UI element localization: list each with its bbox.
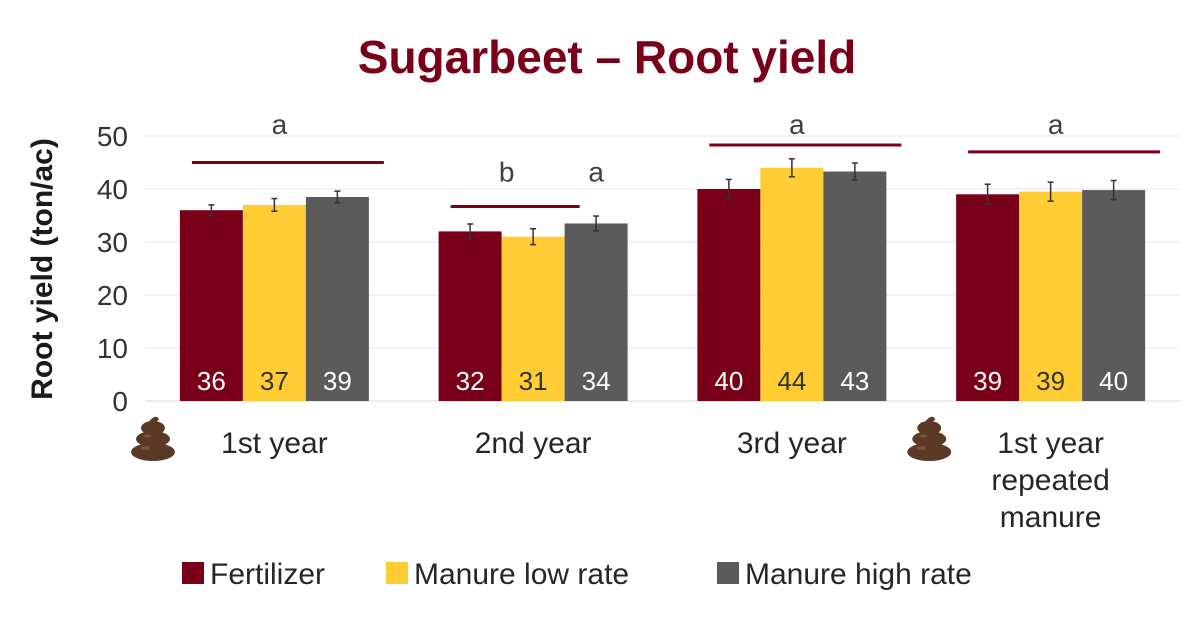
category-label: 1st year <box>221 427 328 460</box>
bar <box>501 236 565 401</box>
category-label: 2nd year <box>475 427 592 460</box>
chart-title: Sugarbeet – Root yield <box>358 31 856 83</box>
data-label: 32 <box>456 366 485 396</box>
legend-label: Manure low rate <box>414 558 629 591</box>
y-tick-label: 0 <box>112 386 128 417</box>
data-label: 36 <box>197 366 226 396</box>
bar <box>564 223 628 401</box>
y-tick-label: 30 <box>97 227 128 258</box>
bar <box>1019 191 1083 401</box>
data-label: 39 <box>1036 366 1065 396</box>
category-label: manure <box>1000 501 1102 534</box>
category-label: 3rd year <box>737 427 847 460</box>
legend-swatch <box>182 562 204 584</box>
significance-letter: a <box>588 157 604 188</box>
significance-letter: a <box>789 109 805 140</box>
significance-letter: b <box>499 157 515 188</box>
data-label: 37 <box>260 366 289 396</box>
y-tick-label: 50 <box>97 121 128 152</box>
data-label: 39 <box>973 366 1002 396</box>
data-label: 39 <box>323 366 352 396</box>
bar <box>956 194 1020 401</box>
data-label: 40 <box>1099 366 1128 396</box>
y-tick-label: 40 <box>97 174 128 205</box>
bar <box>179 210 243 401</box>
bar <box>1082 190 1146 401</box>
bar <box>305 196 369 401</box>
legend-label: Fertilizer <box>210 558 325 591</box>
y-tick-label: 20 <box>97 280 128 311</box>
significance-letter: a <box>1048 109 1064 140</box>
bar <box>760 167 824 401</box>
manure-pile-icon <box>907 416 952 461</box>
legend-swatch <box>386 562 408 584</box>
manure-pile-icon <box>131 416 175 461</box>
category-label: repeated <box>991 464 1109 497</box>
category-label: 1st year <box>997 427 1104 460</box>
data-label: 44 <box>777 366 806 396</box>
bar <box>242 204 306 401</box>
y-tick-label: 10 <box>97 333 128 364</box>
data-label: 34 <box>582 366 611 396</box>
y-axis-title: Root yield (ton/ac) <box>26 138 59 400</box>
bar <box>438 231 502 401</box>
bar <box>697 189 761 401</box>
significance-letter: a <box>272 109 288 140</box>
bar <box>823 171 887 401</box>
data-label: 43 <box>840 366 869 396</box>
legend-label: Manure high rate <box>745 558 972 591</box>
data-label: 40 <box>714 366 743 396</box>
data-label: 31 <box>519 366 548 396</box>
legend-swatch <box>717 562 739 584</box>
